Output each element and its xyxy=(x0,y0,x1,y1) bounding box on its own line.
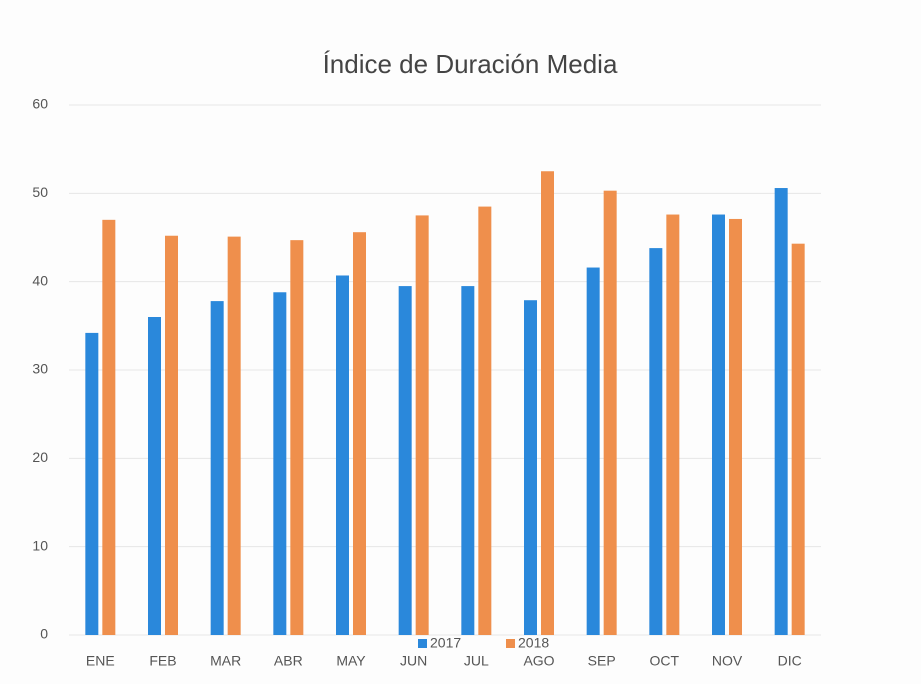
x-tick-label: MAY xyxy=(336,653,366,669)
bar xyxy=(461,286,475,635)
bar xyxy=(290,240,304,635)
bar xyxy=(541,171,554,635)
x-tick-label: ENE xyxy=(86,653,115,669)
bar xyxy=(165,235,178,635)
bar xyxy=(148,317,161,635)
legend-label: 2017 xyxy=(430,635,461,651)
x-tick-label: SEP xyxy=(588,653,616,669)
bar xyxy=(85,332,99,635)
chart-title: Índice de Duración Media xyxy=(323,49,618,79)
bar xyxy=(102,219,116,636)
legend-swatch xyxy=(418,639,427,648)
bar xyxy=(649,248,663,635)
bar xyxy=(712,214,725,636)
x-tick-label: JUN xyxy=(400,653,427,669)
bar xyxy=(353,232,366,635)
bar xyxy=(791,243,805,635)
bar xyxy=(415,215,429,635)
y-tick-label: 50 xyxy=(32,184,48,200)
bar xyxy=(210,301,224,635)
bar xyxy=(666,214,680,636)
x-tick-label: OCT xyxy=(650,653,680,669)
x-tick-label: ABR xyxy=(274,653,303,669)
y-tick-label: 30 xyxy=(32,361,48,377)
x-tick-label: JUL xyxy=(464,653,489,669)
x-tick-label: FEB xyxy=(149,653,176,669)
legend-label: 2018 xyxy=(518,635,549,651)
x-tick-label: NOV xyxy=(712,653,743,669)
y-tick-label: 20 xyxy=(32,449,48,465)
bar xyxy=(336,275,349,635)
legend-swatch xyxy=(506,639,515,648)
y-tick-label: 60 xyxy=(32,96,48,112)
bar xyxy=(603,190,617,635)
x-tick-label: DIC xyxy=(778,653,802,669)
bar xyxy=(398,286,412,635)
x-tick-label: AGO xyxy=(523,653,554,669)
y-tick-label: 10 xyxy=(32,537,48,553)
bar xyxy=(524,300,537,635)
bar xyxy=(273,292,287,635)
bar xyxy=(774,188,788,636)
bar xyxy=(227,236,241,635)
y-tick-label: 40 xyxy=(32,272,48,288)
y-tick-label: 0 xyxy=(40,626,48,642)
bar xyxy=(586,267,600,635)
bar xyxy=(729,218,742,635)
x-tick-label: MAR xyxy=(210,653,241,669)
bar xyxy=(478,206,492,636)
